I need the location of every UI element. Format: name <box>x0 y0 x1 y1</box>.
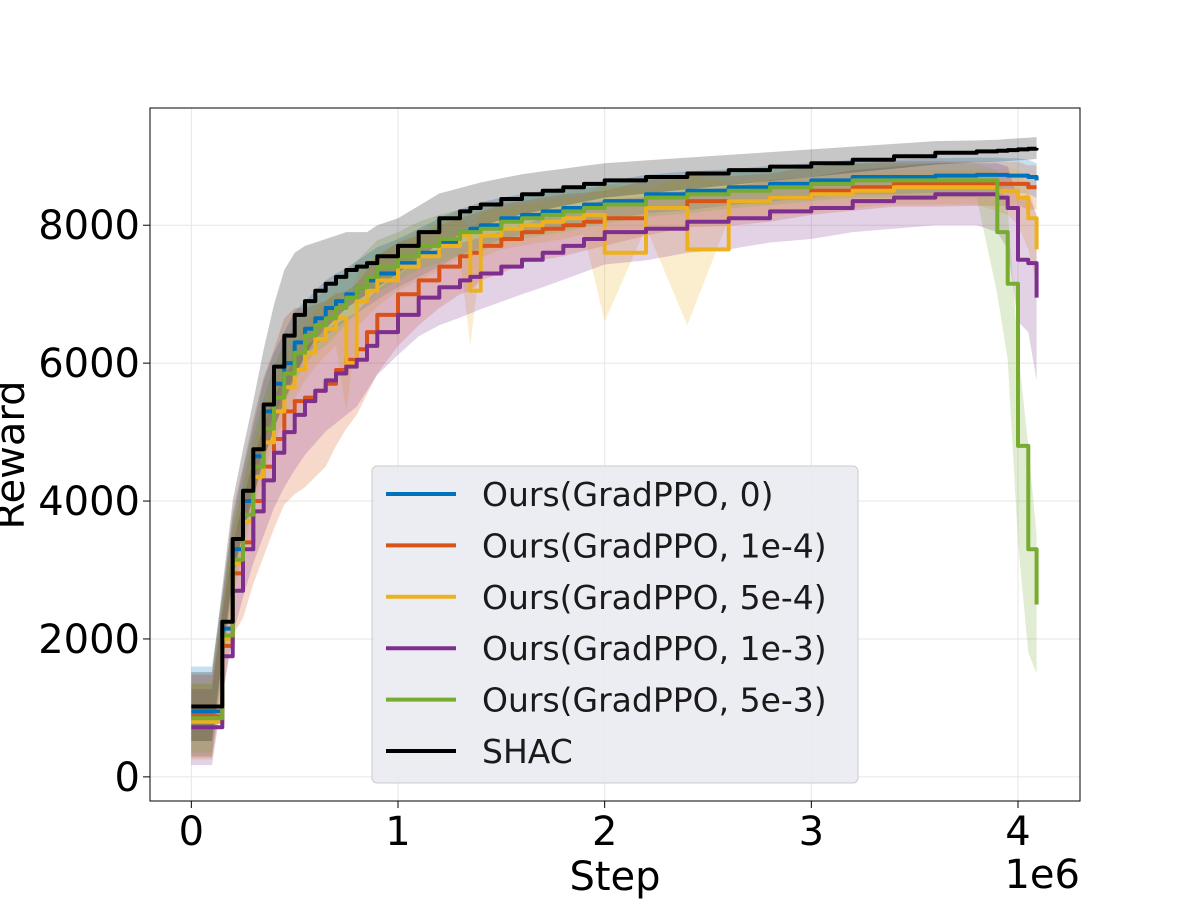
x-ticks: 0 1 2 3 4 <box>179 801 1031 855</box>
legend: Ours(GradPPO, 0) Ours(GradPPO, 1e-4) Ours(… <box>371 465 859 784</box>
legend-label-5: SHAC <box>482 732 573 771</box>
x-tick-label: 0 <box>179 809 204 855</box>
std-band-1 <box>191 161 1037 758</box>
y-tick-label: 4000 <box>38 479 140 525</box>
plot-frame <box>149 107 1081 802</box>
legend-label-4: Ours(GradPPO, 5e-3) <box>482 681 827 720</box>
legend-label-1: Ours(GradPPO, 1e-4) <box>482 526 827 565</box>
y-ticks: 0 2000 4000 6000 8000 <box>38 203 150 801</box>
legend-label-2: Ours(GradPPO, 5e-4) <box>482 578 827 617</box>
y-tick-label: 2000 <box>38 617 140 663</box>
series-line-4 <box>191 178 1039 721</box>
series-line-3 <box>191 192 1039 730</box>
x-tick-label: 1 <box>385 809 410 855</box>
y-tick-label: 8000 <box>38 203 140 249</box>
x-tick-label: 3 <box>799 809 824 855</box>
x-tick-label: 4 <box>1005 809 1030 855</box>
series-line-5 <box>191 146 1039 709</box>
x-offset-label: 1e6 <box>1004 852 1080 898</box>
std-band-2 <box>191 166 1037 760</box>
series-lines <box>191 146 1039 730</box>
y-tick-label: 6000 <box>38 341 140 387</box>
legend-box <box>371 465 859 784</box>
y-axis-label: Reward <box>0 381 34 530</box>
legend-label-0: Ours(GradPPO, 0) <box>482 475 773 514</box>
legend-label-3: Ours(GradPPO, 1e-3) <box>482 629 827 668</box>
y-tick-label: 0 <box>115 755 140 801</box>
x-tick-label: 2 <box>592 809 617 855</box>
x-axis-label: Step <box>569 854 660 900</box>
